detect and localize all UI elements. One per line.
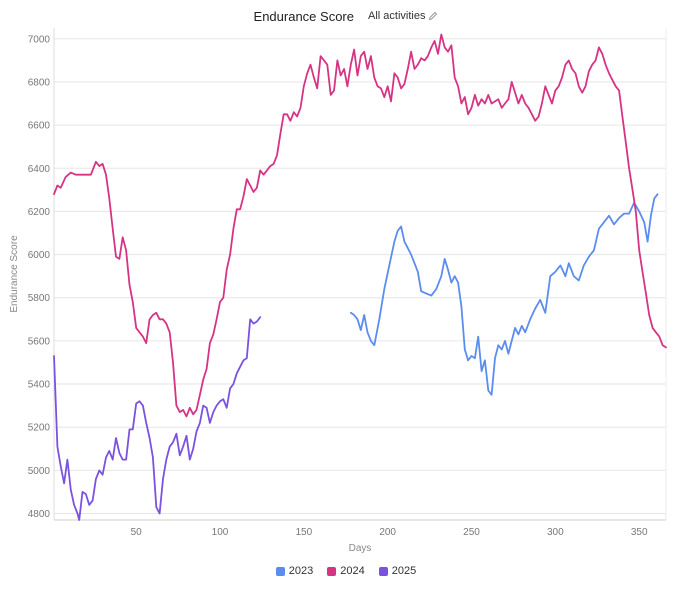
endurance-line-chart: 4800 5000 5200 5400 5600 5800 6000 6200 6400 6600… <box>9 28 667 554</box>
y-tick-label: 5800 <box>28 293 51 304</box>
legend-item-2025[interactable]: 2025 <box>378 565 417 577</box>
series-line-2024 <box>53 33 667 418</box>
pencil-icon <box>429 11 438 21</box>
series-line-2023 <box>349 193 659 396</box>
activity-filter-dropdown[interactable]: All activities <box>368 10 438 22</box>
x-tick-label: 100 <box>212 527 229 538</box>
x-tick-label: 350 <box>631 527 648 538</box>
legend-label: 2025 <box>391 565 417 577</box>
y-tick-label: 5600 <box>28 336 51 347</box>
legend-item-2023[interactable]: 2023 <box>275 565 314 577</box>
x-tick-label: 300 <box>547 527 564 538</box>
chart-header: Endurance Score All activities <box>0 6 692 26</box>
legend-swatch <box>275 566 285 576</box>
legend-label: 2023 <box>288 565 314 577</box>
x-tick-label: 250 <box>463 527 480 538</box>
chart-legend: 2023 2024 2025 <box>0 565 692 577</box>
legend-swatch <box>378 566 388 576</box>
x-tick-label: 50 <box>131 527 143 538</box>
y-tick-label: 6600 <box>28 121 51 132</box>
legend-swatch <box>327 566 337 576</box>
chart-title: Endurance Score <box>253 8 354 24</box>
y-tick-label: 7000 <box>28 34 51 45</box>
y-tick-label: 5200 <box>28 423 51 434</box>
y-tick-label: 6200 <box>28 207 51 218</box>
y-tick-label: 6800 <box>28 77 51 88</box>
activity-filter-label: All activities <box>367 10 426 22</box>
y-tick-label: 6400 <box>28 164 51 175</box>
x-tick-label: 150 <box>295 527 312 538</box>
y-axis-title: Endurance Score <box>9 235 20 313</box>
y-tick-label: 6000 <box>28 250 51 261</box>
x-axis-title: Days <box>349 543 372 554</box>
y-tick-label: 4800 <box>28 509 51 520</box>
legend-label: 2024 <box>340 565 365 577</box>
legend-item-2024[interactable]: 2024 <box>327 565 365 577</box>
series-line-2025 <box>53 316 262 521</box>
y-tick-label: 5400 <box>28 380 51 391</box>
x-tick-label: 200 <box>379 527 396 538</box>
y-tick-label: 5000 <box>28 466 51 477</box>
